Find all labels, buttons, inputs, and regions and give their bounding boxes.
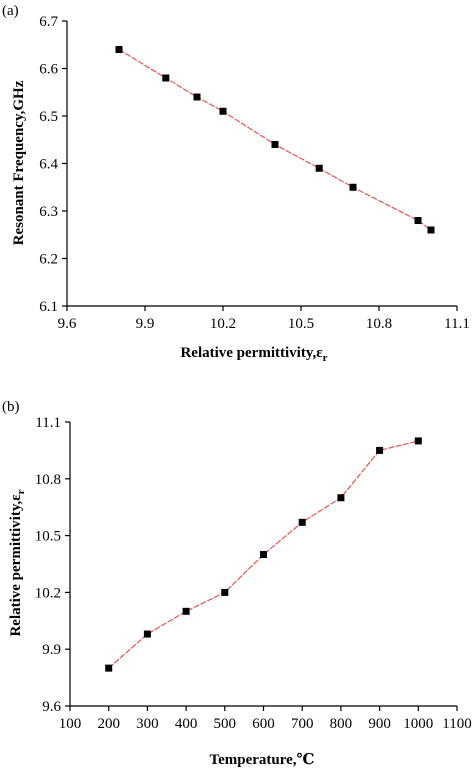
x-tick-label: 100 (59, 716, 82, 732)
y-tick-label: 10.8 (35, 472, 61, 488)
y-axis-title-a: Resonant Frequency,GHz (11, 80, 27, 245)
x-tick-label: 800 (330, 716, 353, 732)
y-tick-label: 10.5 (35, 529, 61, 545)
markers-a (115, 46, 435, 234)
data-point (221, 588, 229, 596)
x-tick-label: 9.9 (136, 316, 155, 332)
y-ticks-b: 9.6 9.9 10.2 10.5 10.8 11.1 (35, 415, 70, 715)
y-tick-label: 9.9 (42, 642, 61, 658)
y-tick-label: 9.6 (42, 699, 61, 715)
data-point (414, 217, 422, 224)
x-tick-label: 10.2 (210, 316, 236, 332)
chart-b: (b) 100 200 300 400 500 600 700 800 900 1000 1100 … (2, 399, 472, 768)
axes-a (66, 21, 457, 307)
x-tick-label: 1000 (403, 716, 433, 732)
data-point (115, 46, 123, 53)
data-point (349, 183, 357, 191)
data-point (414, 437, 422, 445)
axes-b (69, 422, 457, 707)
data-point (376, 446, 384, 454)
y-tick-label: 10.2 (35, 585, 61, 601)
y-tick-label: 6.4 (39, 157, 58, 173)
data-point (105, 664, 113, 672)
y-tick-label: 6.7 (39, 14, 58, 30)
y-tick-label: 6.1 (39, 299, 58, 315)
data-point (219, 107, 227, 115)
x-tick-label: 700 (291, 716, 314, 732)
x-tick-label: 10.8 (366, 316, 392, 332)
y-tick-label: 6.5 (39, 109, 58, 125)
y-ticks-a: 6.1 6.2 6.3 6.4 6.5 6.6 6.7 (39, 14, 67, 315)
panel-label-a: (a) (2, 3, 19, 19)
x-tick-label: 9.6 (58, 316, 77, 332)
data-point (182, 607, 190, 615)
data-point (315, 164, 323, 172)
y-tick-label: 11.1 (35, 415, 61, 431)
x-axis-title-b: Temperature,℃ (209, 752, 314, 768)
data-point (337, 494, 345, 502)
data-point (427, 226, 435, 234)
x-ticks-b: 100 200 300 400 500 600 700 800 900 1000 1100 (59, 706, 472, 732)
x-tick-label: 1100 (442, 716, 471, 732)
data-point (260, 551, 267, 559)
chart-a: (a) 9.6 9.9 10.2 10.5 10.8 11.1 6.16.26.36.46… (2, 3, 470, 364)
data-point (193, 93, 201, 101)
data-point (298, 518, 306, 526)
x-axis-title-a: Relative permittivity,εr (180, 345, 327, 364)
x-tick-label: 200 (97, 716, 120, 732)
series-line-b (108, 440, 419, 669)
x-tick-label: 10.5 (288, 316, 314, 332)
x-ticks-a: 9.6 9.9 10.2 10.5 10.8 11.1 (58, 306, 470, 332)
data-point (271, 141, 279, 148)
x-tick-label: 400 (175, 716, 198, 732)
panel-label-b: (b) (2, 399, 20, 415)
x-tick-label: 600 (252, 716, 275, 732)
x-tick-label: 300 (136, 716, 159, 732)
y-tick-label: 6.2 (39, 252, 58, 268)
y-tick-label: 6.6 (39, 62, 58, 78)
x-tick-label: 900 (368, 716, 391, 732)
x-tick-label: 500 (214, 716, 237, 732)
data-point (162, 74, 170, 82)
y-axis-title-b: Relative permittivity,εr (8, 489, 27, 636)
x-tick-label: 11.1 (444, 316, 470, 332)
data-point (143, 630, 151, 638)
markers-b (105, 437, 422, 672)
y-tick-label: 6.3 (39, 204, 58, 220)
